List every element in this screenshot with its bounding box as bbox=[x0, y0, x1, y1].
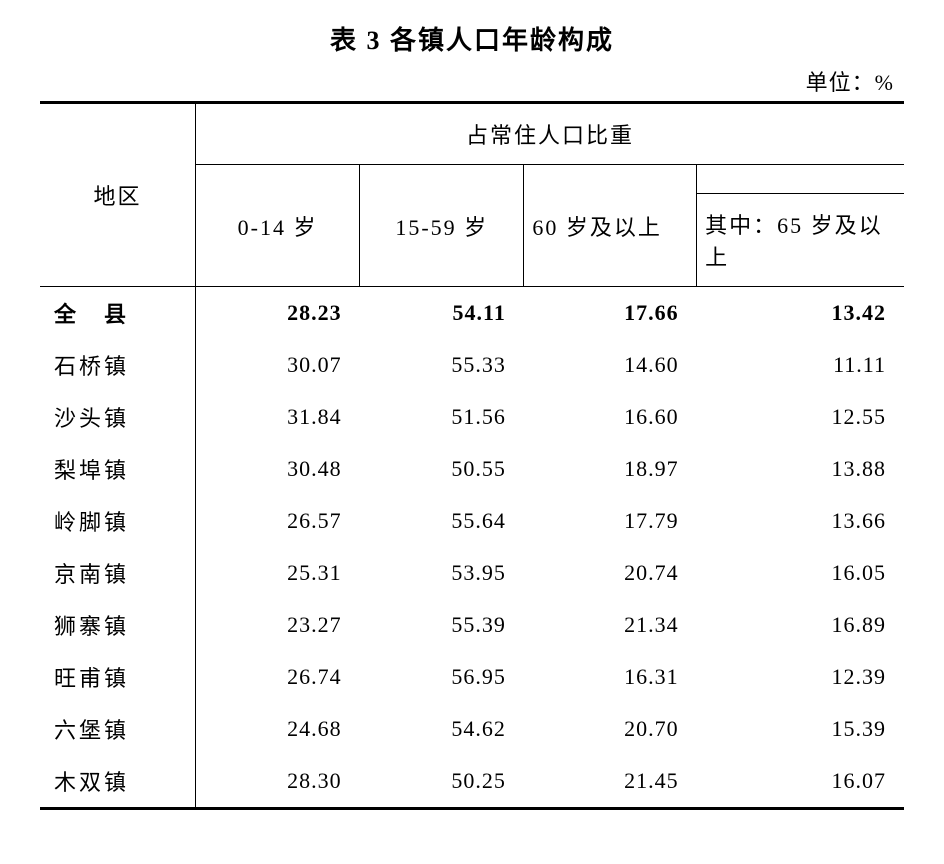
cell-value: 25.31 bbox=[196, 547, 360, 599]
table-row: 木双镇28.3050.2521.4516.07 bbox=[40, 755, 904, 809]
cell-value: 11.11 bbox=[697, 339, 904, 391]
cell-region: 狮寨镇 bbox=[40, 599, 196, 651]
cell-value: 13.42 bbox=[697, 287, 904, 340]
cell-value: 12.39 bbox=[697, 651, 904, 703]
cell-value: 17.66 bbox=[524, 287, 697, 340]
cell-value: 30.48 bbox=[196, 443, 360, 495]
table-row: 岭脚镇26.5755.6417.7913.66 bbox=[40, 495, 904, 547]
cell-value: 30.07 bbox=[196, 339, 360, 391]
cell-value: 15.39 bbox=[697, 703, 904, 755]
table-row: 梨埠镇30.4850.5518.9713.88 bbox=[40, 443, 904, 495]
table-title: 表 3 各镇人口年龄构成 bbox=[40, 20, 904, 57]
cell-value: 55.33 bbox=[360, 339, 524, 391]
cell-value: 16.60 bbox=[524, 391, 697, 443]
cell-value: 28.30 bbox=[196, 755, 360, 809]
cell-value: 55.64 bbox=[360, 495, 524, 547]
cell-value: 20.70 bbox=[524, 703, 697, 755]
cell-value: 20.74 bbox=[524, 547, 697, 599]
col-header-60plus: 60 岁及以上 bbox=[524, 165, 697, 287]
cell-value: 14.60 bbox=[524, 339, 697, 391]
cell-region: 岭脚镇 bbox=[40, 495, 196, 547]
cell-region: 沙头镇 bbox=[40, 391, 196, 443]
cell-value: 28.23 bbox=[196, 287, 360, 340]
table-row: 旺甫镇26.7456.9516.3112.39 bbox=[40, 651, 904, 703]
col-header-65plus: 其中：65 岁及以上 bbox=[697, 194, 904, 287]
cell-value: 26.57 bbox=[196, 495, 360, 547]
table-row: 京南镇25.3153.9520.7416.05 bbox=[40, 547, 904, 599]
table-row: 石桥镇30.0755.3314.6011.11 bbox=[40, 339, 904, 391]
col-header-group: 占常住人口比重 bbox=[196, 103, 904, 165]
cell-value: 18.97 bbox=[524, 443, 697, 495]
cell-value: 26.74 bbox=[196, 651, 360, 703]
cell-region: 梨埠镇 bbox=[40, 443, 196, 495]
cell-region: 六堡镇 bbox=[40, 703, 196, 755]
cell-value: 12.55 bbox=[697, 391, 904, 443]
cell-value: 16.31 bbox=[524, 651, 697, 703]
cell-value: 56.95 bbox=[360, 651, 524, 703]
unit-label: 单位：% bbox=[40, 65, 904, 97]
table-row: 六堡镇24.6854.6220.7015.39 bbox=[40, 703, 904, 755]
cell-value: 53.95 bbox=[360, 547, 524, 599]
cell-value: 21.45 bbox=[524, 755, 697, 809]
col-header-15-59: 15-59 岁 bbox=[360, 165, 524, 287]
cell-value: 54.62 bbox=[360, 703, 524, 755]
cell-value: 23.27 bbox=[196, 599, 360, 651]
table-row: 全 县28.2354.1117.6613.42 bbox=[40, 287, 904, 340]
table-body: 全 县28.2354.1117.6613.42石桥镇30.0755.3314.6… bbox=[40, 287, 904, 809]
cell-value: 55.39 bbox=[360, 599, 524, 651]
cell-value: 21.34 bbox=[524, 599, 697, 651]
cell-region: 旺甫镇 bbox=[40, 651, 196, 703]
cell-region: 全 县 bbox=[40, 287, 196, 340]
table-header: 地区 占常住人口比重 0-14 岁 15-59 岁 60 岁及以上 其中：65 … bbox=[40, 103, 904, 287]
table-row: 沙头镇31.8451.5616.6012.55 bbox=[40, 391, 904, 443]
cell-value: 16.05 bbox=[697, 547, 904, 599]
cell-value: 16.07 bbox=[697, 755, 904, 809]
cell-region: 木双镇 bbox=[40, 755, 196, 809]
cell-value: 50.55 bbox=[360, 443, 524, 495]
cell-value: 54.11 bbox=[360, 287, 524, 340]
table-row: 狮寨镇23.2755.3921.3416.89 bbox=[40, 599, 904, 651]
cell-value: 16.89 bbox=[697, 599, 904, 651]
cell-value: 31.84 bbox=[196, 391, 360, 443]
cell-value: 17.79 bbox=[524, 495, 697, 547]
cell-region: 石桥镇 bbox=[40, 339, 196, 391]
cell-value: 13.66 bbox=[697, 495, 904, 547]
cell-value: 50.25 bbox=[360, 755, 524, 809]
cell-value: 51.56 bbox=[360, 391, 524, 443]
age-composition-table: 地区 占常住人口比重 0-14 岁 15-59 岁 60 岁及以上 其中：65 … bbox=[40, 101, 904, 810]
col-header-region: 地区 bbox=[40, 103, 196, 287]
cell-value: 13.88 bbox=[697, 443, 904, 495]
col-header-0-14: 0-14 岁 bbox=[196, 165, 360, 287]
cell-region: 京南镇 bbox=[40, 547, 196, 599]
cell-value: 24.68 bbox=[196, 703, 360, 755]
